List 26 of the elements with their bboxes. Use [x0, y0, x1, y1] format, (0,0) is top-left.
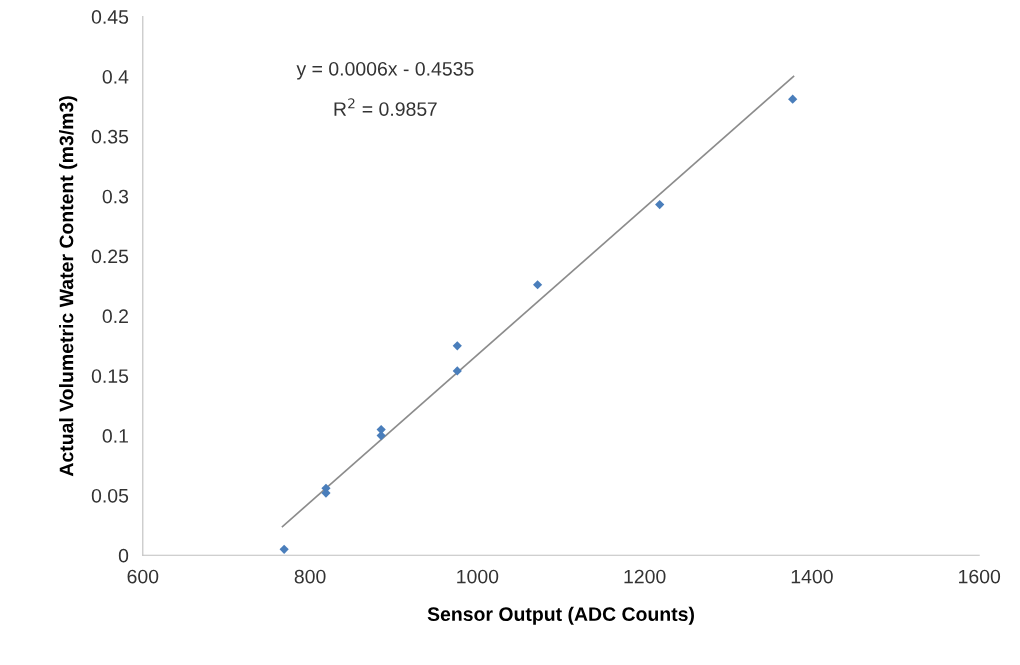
- x-tick-label: 1200: [624, 569, 666, 584]
- point: [279, 544, 289, 554]
- point: [452, 366, 462, 376]
- point: [452, 341, 462, 351]
- x-tick-label: 1000: [457, 569, 499, 584]
- y-tick-label: 0.45: [91, 10, 129, 24]
- x-tick-label: 600: [127, 569, 159, 584]
- x-tick-label: 800: [294, 569, 326, 584]
- point: [788, 94, 798, 104]
- y-tick-label: 0.3: [102, 189, 129, 204]
- x-tick-label: 1600: [959, 569, 1001, 584]
- y-axis-title: Actual Volumetric Water Content (m3/m3): [59, 96, 78, 477]
- annotation: y = 0.0006x - 0.4535: [296, 61, 474, 80]
- annotation: R$^{2}$ = 0.9857: [334, 98, 437, 116]
- y-tick-label: 0.15: [91, 369, 129, 383]
- y-tick-label: 0.2: [102, 309, 128, 324]
- y-tick-label: 0.35: [91, 129, 129, 144]
- y-tick-label: 0.4: [102, 69, 129, 84]
- point: [532, 280, 543, 290]
- y-tick-label: 0.05: [91, 488, 129, 503]
- y-tick-label: 0.25: [91, 249, 129, 264]
- y-tick-label: 0: [118, 548, 129, 563]
- x-tick-label: 1400: [791, 569, 833, 584]
- x-axis-title: Sensor Output (ADC Counts): [427, 606, 694, 625]
- y-tick-label: 0.1: [102, 429, 128, 443]
- point: [655, 199, 665, 210]
